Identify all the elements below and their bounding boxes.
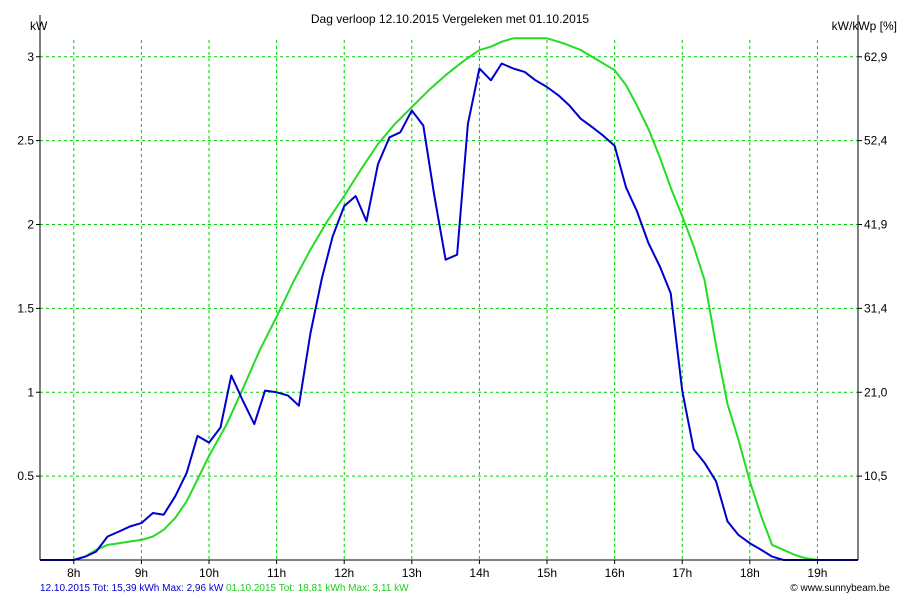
- grid: [40, 40, 858, 560]
- chart-title: Dag verloop 12.10.2015 Vergeleken met 01…: [311, 12, 590, 26]
- y-axis-left-label: kW: [30, 19, 48, 33]
- y-right-tick-label-2: 31,4: [864, 301, 888, 315]
- x-tick-label-3: 11h: [267, 566, 286, 580]
- y-left-tick-label-2: 1.5: [17, 301, 34, 315]
- tick-labels: 8h 9h 10h 11h 12h 13h 14h 15h 16h 17h 18h 19h 0.5 1 1.…: [17, 50, 887, 580]
- x-tick-label-11: 19h: [807, 566, 827, 580]
- x-tick-label-4: 12h: [334, 566, 354, 580]
- source-credit: © www.sunnybeam.be: [790, 583, 890, 594]
- x-tick-label-8: 16h: [605, 566, 625, 580]
- y-left-tick-label-5: 3: [27, 50, 34, 64]
- x-tick-label-5: 13h: [402, 566, 422, 580]
- series-line-12.10.2015: [40, 62, 858, 561]
- y-left-tick-label-0: 0.5: [17, 469, 34, 483]
- legend-series-2: 01.10.2015 Tot: 18,81 kWh Max: 3,11 kW: [226, 583, 409, 594]
- y-right-tick-label-4: 52,4: [864, 134, 888, 148]
- x-tick-label-9: 17h: [672, 566, 692, 580]
- series-layer: [40, 37, 858, 561]
- y-left-tick-label-4: 2.5: [17, 134, 34, 148]
- x-tick-label-0: 8h: [67, 566, 80, 580]
- y-left-tick-label-3: 2: [27, 218, 34, 232]
- legend-series-1: 12.10.2015 Tot: 15,39 kWh Max: 2,96 kW: [40, 583, 224, 594]
- legend-footer: 12.10.2015 Tot: 15,39 kWh Max: 2,96 kW 0…: [40, 583, 409, 594]
- series-line-01.10.2015: [40, 37, 858, 561]
- y-left-tick-label-1: 1: [27, 385, 34, 399]
- y-right-tick-label-0: 10,5: [864, 469, 888, 483]
- y-axis-right-label: kW/kWp [%]: [832, 19, 897, 33]
- x-tick-label-7: 15h: [537, 566, 557, 580]
- x-tick-label-2: 10h: [199, 566, 219, 580]
- axes: [36, 15, 862, 564]
- y-right-tick-label-3: 41,9: [864, 218, 888, 232]
- x-tick-label-6: 14h: [469, 566, 489, 580]
- x-tick-label-10: 18h: [740, 566, 760, 580]
- x-tick-label-1: 9h: [135, 566, 148, 580]
- y-right-tick-label-5: 62,9: [864, 50, 888, 64]
- y-right-tick-label-1: 21,0: [864, 385, 888, 399]
